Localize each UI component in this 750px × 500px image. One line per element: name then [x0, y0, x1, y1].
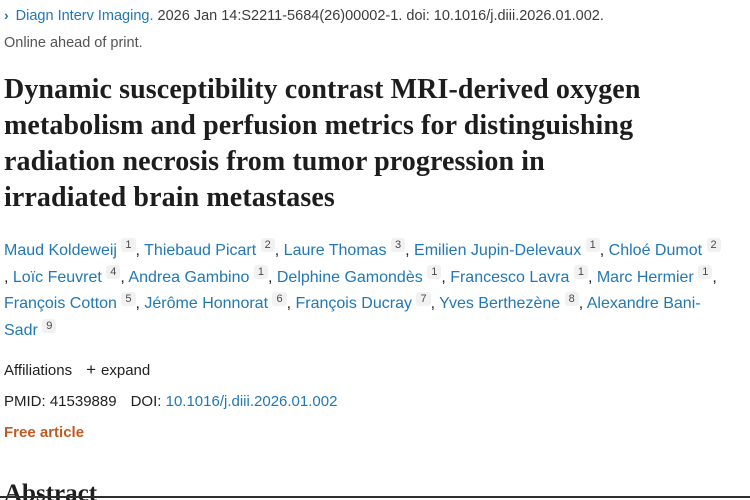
- affiliation-number-badge[interactable]: 6: [272, 292, 287, 307]
- author-link[interactable]: Laure Thomas: [283, 241, 387, 259]
- journal-link[interactable]: Diagn Interv Imaging.: [15, 8, 154, 24]
- author: Marc Hermier 1,: [596, 265, 717, 286]
- expand-label: expand: [101, 361, 151, 379]
- author: Yves Berthezène 8,: [439, 292, 587, 313]
- author: Francesco Lavra 1,: [450, 265, 597, 286]
- author: François Ducray 7,: [295, 292, 440, 313]
- author-list: Maud Koldeweij 1, Thiebaud Picart 2, Lau…: [4, 238, 724, 346]
- author-separator: ,: [120, 268, 129, 286]
- affiliation-number-badge[interactable]: 1: [427, 265, 442, 280]
- author-separator: ,: [135, 295, 145, 313]
- doi-label: DOI:: [130, 393, 162, 411]
- identifiers-row: PMID: 41539889 DOI: 10.1016/j.diii.2026.0…: [4, 393, 744, 410]
- affiliation-number-badge[interactable]: 9: [42, 319, 57, 333]
- author-separator: ,: [274, 241, 284, 259]
- author-separator: ,: [441, 268, 451, 286]
- author: Alexandre Bani-Sadr 9: [4, 295, 701, 339]
- affiliations-row: Affiliations + expand: [4, 360, 744, 380]
- affiliation-number-badge[interactable]: 4: [106, 265, 121, 280]
- author: Loïc Feuvret 4,: [12, 265, 129, 286]
- affiliation-number-badge[interactable]: 1: [573, 265, 588, 280]
- author-link[interactable]: Yves Berthezène: [439, 295, 561, 313]
- author-link[interactable]: Delphine Gamondès: [276, 268, 423, 286]
- author-separator: ,: [267, 268, 277, 286]
- author: François Cotton 5,: [4, 292, 145, 313]
- author-link[interactable]: Jérôme Honnorat: [144, 295, 269, 313]
- author-link[interactable]: Maud Koldeweij: [4, 241, 117, 259]
- free-article-badge: Free article: [4, 424, 85, 442]
- affiliation-number-badge[interactable]: 3: [391, 238, 406, 253]
- author-link[interactable]: François Ducray: [295, 295, 412, 313]
- author-separator: ,: [712, 268, 717, 286]
- author-link[interactable]: Thiebaud Picart: [144, 241, 257, 259]
- author: Maud Koldeweij 1,: [4, 238, 145, 259]
- author-separator: ,: [286, 295, 296, 313]
- author-separator: ,: [578, 295, 587, 313]
- plus-icon: +: [86, 360, 97, 380]
- affiliation-number-badge[interactable]: 1: [121, 238, 136, 253]
- author: Laure Thomas 3,: [283, 238, 415, 259]
- author: Chloé Dumot 2,: [4, 238, 721, 286]
- author-separator: ,: [430, 295, 440, 313]
- author-link[interactable]: Chloé Dumot: [608, 241, 703, 259]
- citation-details: 2026 Jan 14:S2211-5684(26)00002-1. doi: …: [157, 8, 604, 24]
- author-link[interactable]: Andrea Gambino: [128, 268, 250, 286]
- author-link[interactable]: Francesco Lavra: [450, 268, 570, 286]
- affiliation-number-badge[interactable]: 1: [253, 265, 268, 280]
- bottom-divider: [0, 496, 750, 498]
- author: Thiebaud Picart 2,: [144, 238, 284, 259]
- affiliations-label: Affiliations: [4, 361, 73, 379]
- author-link[interactable]: Loïc Feuvret: [12, 268, 102, 286]
- author-separator: ,: [4, 268, 13, 286]
- author-link[interactable]: Alexandre Bani-Sadr: [4, 295, 701, 340]
- author: Emilien Jupin-Delevaux 1,: [414, 238, 609, 259]
- author-link[interactable]: Marc Hermier: [596, 268, 694, 286]
- article-title: Dynamic susceptibility contrast MRI-deri…: [4, 74, 641, 213]
- author-separator: ,: [587, 268, 597, 286]
- chevron-right-icon[interactable]: ›: [4, 7, 9, 23]
- affiliation-number-badge[interactable]: 7: [416, 292, 431, 307]
- author-separator: ,: [135, 241, 145, 259]
- author: Delphine Gamondès 1,: [276, 265, 451, 286]
- author-separator: ,: [599, 241, 609, 259]
- affiliation-number-badge[interactable]: 1: [698, 265, 713, 280]
- author: Andrea Gambino 1,: [128, 265, 277, 286]
- online-ahead-of-print: Online ahead of print.: [4, 35, 143, 52]
- affiliation-number-badge[interactable]: 1: [585, 238, 600, 253]
- expand-affiliations-button[interactable]: + expand: [86, 360, 150, 380]
- doi-link[interactable]: 10.1016/j.diii.2026.01.002: [165, 393, 338, 411]
- pmid-value: 41539889: [49, 393, 117, 411]
- pmid-label: PMID:: [4, 393, 46, 411]
- abstract-heading: Abstract: [4, 480, 98, 500]
- affiliation-number-badge[interactable]: 2: [260, 238, 275, 253]
- affiliation-number-badge[interactable]: 8: [564, 292, 579, 307]
- author-link[interactable]: Emilien Jupin-Delevaux: [414, 241, 582, 259]
- author: Jérôme Honnorat 6,: [144, 292, 296, 313]
- author-link[interactable]: François Cotton: [4, 295, 117, 313]
- journal-citation: › Diagn Interv Imaging. 2026 Jan 14:S2211…: [4, 7, 744, 25]
- author-separator: ,: [405, 241, 415, 259]
- affiliation-number-badge[interactable]: 5: [121, 292, 136, 307]
- affiliation-number-badge[interactable]: 2: [706, 238, 721, 253]
